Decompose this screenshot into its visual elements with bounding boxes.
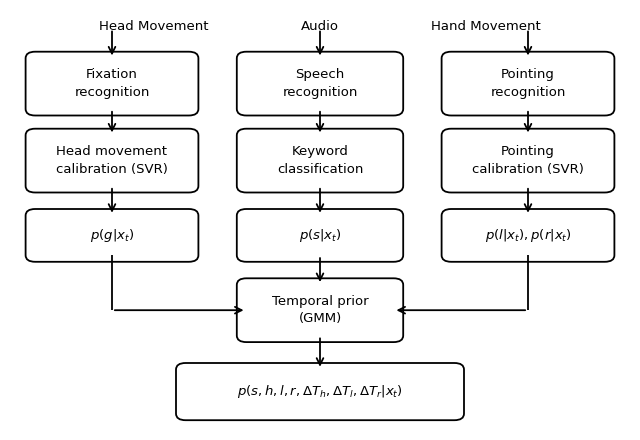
FancyBboxPatch shape bbox=[237, 209, 403, 262]
FancyBboxPatch shape bbox=[26, 128, 198, 193]
Text: Speech
recognition: Speech recognition bbox=[282, 68, 358, 99]
Text: Head movement
calibration (SVR): Head movement calibration (SVR) bbox=[56, 145, 168, 176]
FancyBboxPatch shape bbox=[442, 128, 614, 193]
FancyBboxPatch shape bbox=[237, 279, 403, 342]
Text: Keyword
classification: Keyword classification bbox=[277, 145, 363, 176]
Text: Pointing
calibration (SVR): Pointing calibration (SVR) bbox=[472, 145, 584, 176]
Text: Temporal prior
(GMM): Temporal prior (GMM) bbox=[272, 295, 368, 326]
Text: Fixation
recognition: Fixation recognition bbox=[74, 68, 150, 99]
Text: Head Movement: Head Movement bbox=[99, 20, 209, 33]
Text: $p(s|x_t)$: $p(s|x_t)$ bbox=[299, 227, 341, 244]
FancyBboxPatch shape bbox=[26, 209, 198, 262]
FancyBboxPatch shape bbox=[237, 51, 403, 115]
Text: $p(s, h, l, r, \Delta T_h, \Delta T_l, \Delta T_r | x_t)$: $p(s, h, l, r, \Delta T_h, \Delta T_l, \… bbox=[237, 383, 403, 400]
Text: $p(l|x_t), p(r|x_t)$: $p(l|x_t), p(r|x_t)$ bbox=[484, 227, 572, 244]
Text: $p(g|x_t)$: $p(g|x_t)$ bbox=[90, 227, 134, 244]
FancyBboxPatch shape bbox=[26, 51, 198, 115]
FancyBboxPatch shape bbox=[176, 363, 464, 420]
FancyBboxPatch shape bbox=[237, 128, 403, 193]
Text: Hand Movement: Hand Movement bbox=[431, 20, 541, 33]
FancyBboxPatch shape bbox=[442, 209, 614, 262]
Text: Audio: Audio bbox=[301, 20, 339, 33]
Text: Pointing
recognition: Pointing recognition bbox=[490, 68, 566, 99]
FancyBboxPatch shape bbox=[442, 51, 614, 115]
